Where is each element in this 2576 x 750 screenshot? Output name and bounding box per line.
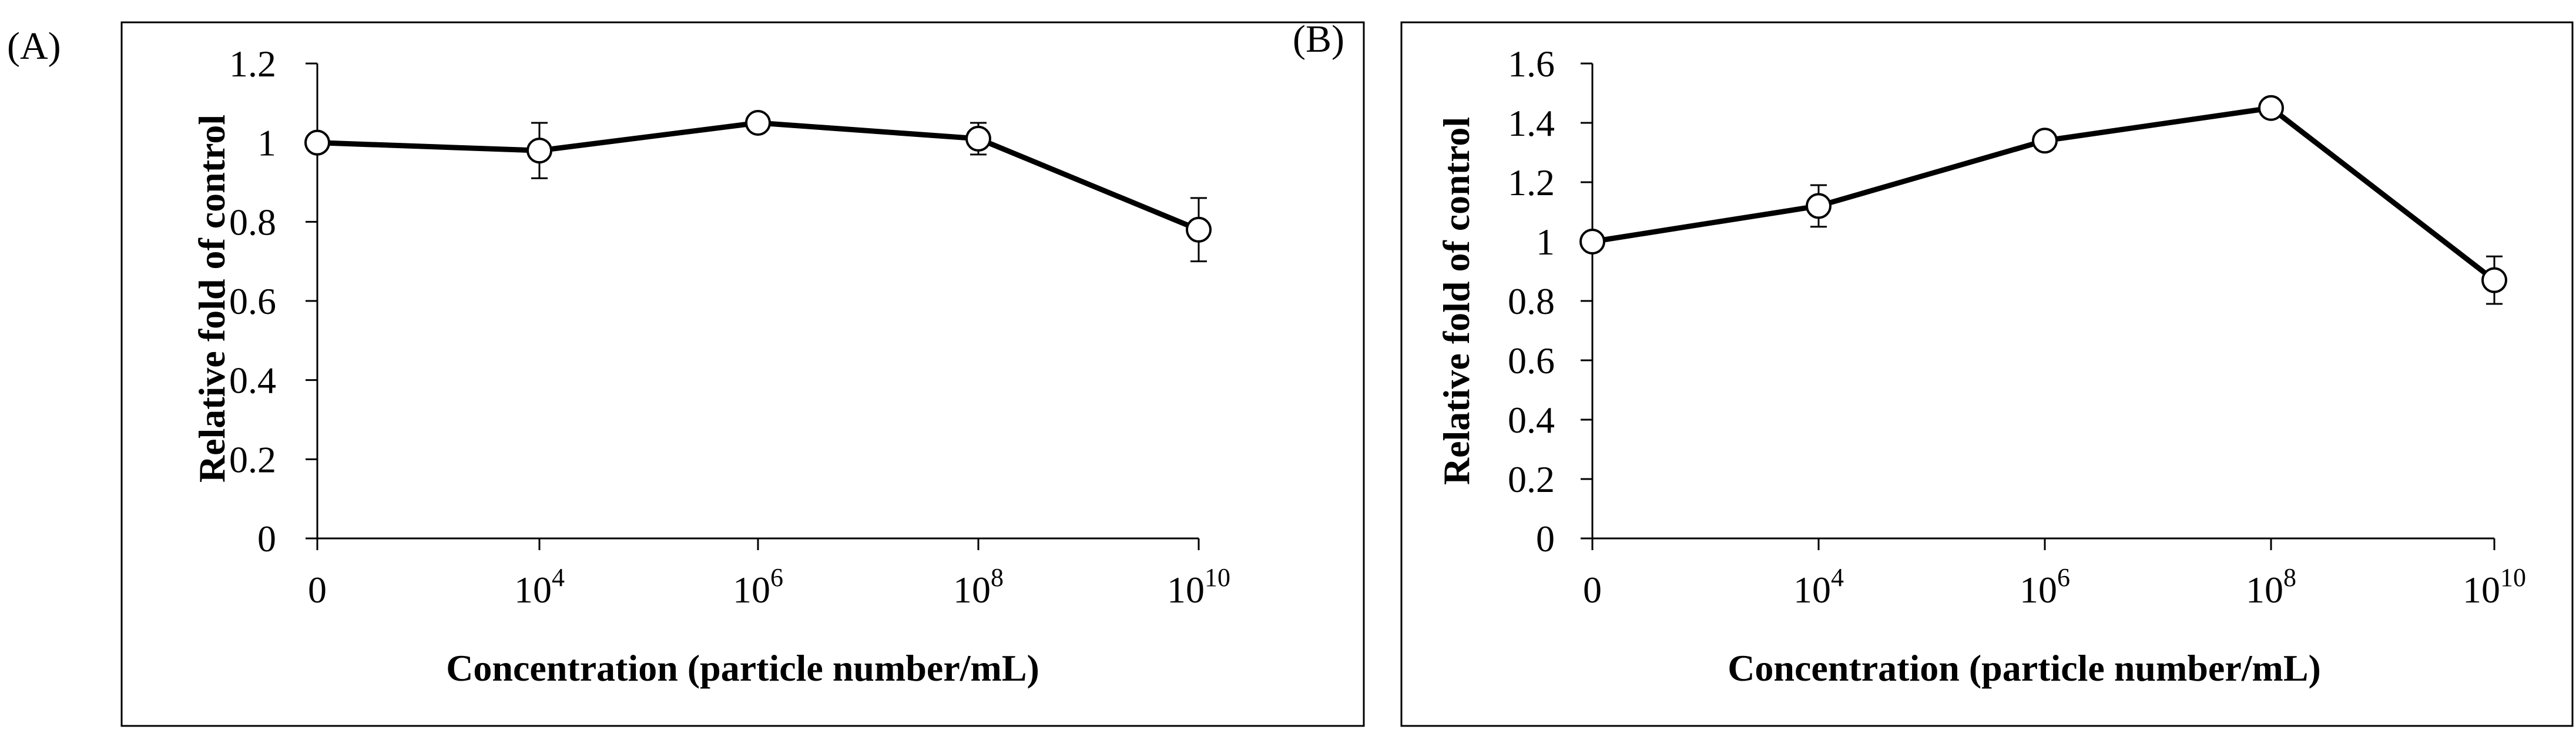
panel-b-frame [1400, 21, 2574, 727]
panel-b-y-tick-label: 1 [1536, 221, 1555, 263]
panel-a-x-tick-label: 1010 [1167, 563, 1230, 611]
panel-a-x-axis-title: Concentration (particle number/mL) [446, 647, 1039, 689]
panel-a-y-tick-label: 0.2 [229, 438, 276, 480]
panel-b-x-axis-title: Concentration (particle number/mL) [1728, 647, 2321, 689]
panel-a-x-tick-label: 104 [514, 563, 565, 611]
panel-b-x-tick-label: 104 [1793, 563, 1844, 611]
panel-b-x-tick-label: 108 [2246, 563, 2296, 611]
panel-a-series-line [317, 120, 1200, 232]
panel-a-chart: 0 0.2 0.4 0.6 0.8 1 1.2 0 104 106 108 1010 [229, 43, 1230, 611]
panel-a-y-axis-title: Relative fold of control [191, 115, 233, 483]
panel-b-data-point [2481, 267, 2507, 293]
panel-b-data-point [1579, 229, 1605, 255]
panel-b-y-tick-label: 1.4 [1508, 102, 1555, 144]
panel-a-y-tick-label: 1.2 [229, 43, 276, 85]
panel-a-label: (A) [7, 25, 61, 68]
panel-b-y-axis-title: Relative fold of control [1435, 117, 1477, 485]
panel-a-data-point [745, 110, 771, 136]
panel-a-x-tick-label: 0 [308, 569, 327, 611]
panel-a-data-point [304, 129, 330, 156]
panel-b-y-tick-label: 0.2 [1508, 458, 1555, 500]
panel-b-y-tick-label: 0.6 [1508, 340, 1555, 381]
panel-a-data-point [1186, 216, 1212, 243]
panel-a-frame [120, 21, 1365, 727]
panel-a-x-tick-label: 106 [733, 563, 783, 611]
panel-b-y-tick-label: 1.6 [1508, 43, 1555, 85]
panel-b-x-tick-label: 0 [1583, 569, 1602, 611]
panel-b-data-point [2258, 95, 2284, 121]
panel-a-x-tick-label: 108 [953, 563, 1004, 611]
panel-a-y-tick-label: 1 [257, 122, 276, 164]
panel-b-y-tick-label: 1.2 [1508, 162, 1555, 203]
panel-a-data-point [526, 138, 552, 164]
panel-b-y-tick-label: 0 [1536, 518, 1555, 560]
panel-a-data-point [965, 125, 991, 152]
panel-b-x-tick-label: 1010 [2463, 563, 2526, 611]
panel-a-y-tick-label: 0.8 [229, 201, 276, 243]
panel-b-y-tick-label: 0.4 [1508, 399, 1555, 441]
panel-b-data-point [2032, 128, 2058, 154]
panel-b-y-tick-label: 0.8 [1508, 280, 1555, 322]
panel-a-y-tick-label: 0 [257, 518, 276, 560]
panel-a-y-tick-label: 0.4 [229, 360, 276, 401]
panel-b-x-tick-label: 106 [2020, 563, 2070, 611]
panel-b-label: (B) [1293, 18, 1344, 61]
panel-a-y-tick-label: 0.6 [229, 280, 276, 322]
panel-b-data-point [1806, 193, 1832, 219]
panel-b-chart: 0 0.2 0.4 0.6 0.8 1 1.2 1.4 1.6 0 104 106 108 1010 [1508, 43, 2526, 611]
